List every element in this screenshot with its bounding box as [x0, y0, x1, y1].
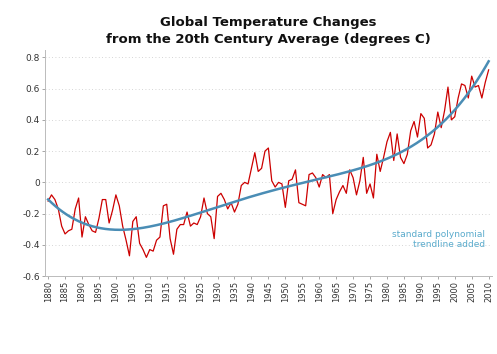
Title: Global Temperature Changes
from the 20th Century Average (degrees C): Global Temperature Changes from the 20th… — [106, 16, 431, 46]
Text: standard polynomial
trendline added: standard polynomial trendline added — [392, 229, 485, 249]
